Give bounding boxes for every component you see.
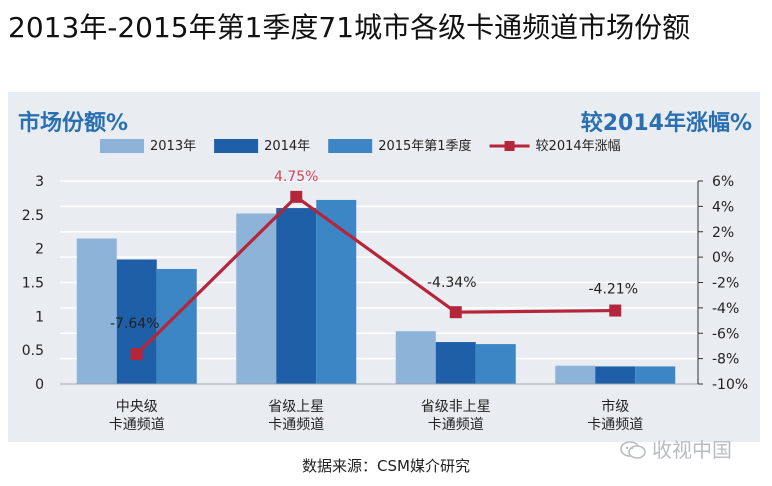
y-left-tick-label: 2.5: [22, 208, 44, 224]
x-tick-label: 卡通频道: [268, 417, 324, 433]
line-data-label-2: -4.34%: [427, 275, 477, 291]
line-point-2: [449, 306, 462, 319]
y-right-tick-label: -2%: [712, 276, 739, 292]
y-right-tick-label: 2%: [712, 225, 734, 241]
bar-2-2: [475, 344, 516, 384]
watermark-text: 收视中国: [652, 438, 732, 462]
bar-1-0: [236, 213, 277, 384]
x-tick-label: 中央级: [116, 399, 158, 415]
y-left-tick-label: 3: [35, 174, 44, 190]
legend-label-2: 2015年第1季度: [378, 138, 471, 154]
chart-panel: 市场份额% 较2014年涨幅% 2013年 2014年 2015年第1季度 较2014年涨…: [8, 92, 760, 442]
line-point-0: [130, 348, 143, 361]
line-point-3: [609, 304, 622, 317]
legend-swatch-1: [214, 139, 259, 153]
y-right-tick-label: 6%: [712, 174, 734, 190]
legend-swatch-2: [328, 139, 373, 153]
y-right-tick-label: 0%: [712, 250, 734, 266]
y-left-tick-label: 1: [35, 309, 44, 325]
line-point-1: [290, 190, 303, 203]
y-left-tick-label: 0: [35, 377, 44, 393]
bar-2-0: [395, 331, 436, 384]
right-axis-title: 较2014年涨幅%: [581, 110, 752, 136]
legend-label-line: 较2014年涨幅: [536, 139, 621, 154]
line-data-label-1: 4.75%: [274, 169, 318, 185]
line-data-label-0: -7.64%: [110, 316, 160, 332]
x-tick-label: 卡通频道: [428, 417, 484, 433]
y-left-tick-label: 1.5: [22, 276, 44, 292]
y-right-tick-label: -4%: [712, 301, 739, 317]
chart: 市场份额% 较2014年涨幅% 2013年 2014年 2015年第1季度 较2014年涨…: [18, 110, 752, 433]
y-right-tick-label: 4%: [712, 199, 734, 215]
bar-3-0: [555, 365, 596, 384]
bar-1-2: [316, 199, 357, 384]
bar-0-0: [76, 238, 117, 384]
line-data-label-3: -4.21%: [588, 282, 638, 298]
y-left-tick-label: 0.5: [22, 343, 44, 359]
bar-0-1: [116, 259, 157, 384]
x-tick-label: 市级: [601, 398, 629, 415]
x-tick-label: 卡通频道: [109, 417, 165, 433]
y-right-tick-label: -10%: [712, 377, 748, 393]
bar-3-2: [635, 366, 676, 384]
bar-3-1: [595, 366, 636, 384]
legend-label-0: 2013年: [150, 139, 196, 154]
legend-line-marker: [504, 141, 515, 151]
legend-label-1: 2014年: [264, 139, 310, 154]
watermark: 收视中国: [620, 434, 732, 463]
left-axis-title: 市场份额%: [18, 110, 128, 136]
y-right-tick-label: -6%: [712, 326, 739, 342]
page-title: 2013年-2015年第1季度71城市各级卡通频道市场份额: [8, 11, 691, 44]
x-tick-label: 卡通频道: [587, 417, 643, 433]
y-left-tick-label: 2: [35, 242, 44, 258]
bar-1-1: [276, 208, 317, 384]
series-line-change: [135, 194, 616, 356]
y-right-tick-label: -8%: [712, 352, 739, 368]
x-tick-label: 省级上星: [268, 399, 324, 415]
chat-bubbles-icon: [620, 441, 646, 459]
x-tick-label: 省级非上星: [421, 399, 491, 415]
source-note: 数据来源：CSM媒介研究: [302, 457, 470, 475]
legend-swatch-0: [100, 139, 144, 153]
bar-2-1: [435, 342, 476, 384]
